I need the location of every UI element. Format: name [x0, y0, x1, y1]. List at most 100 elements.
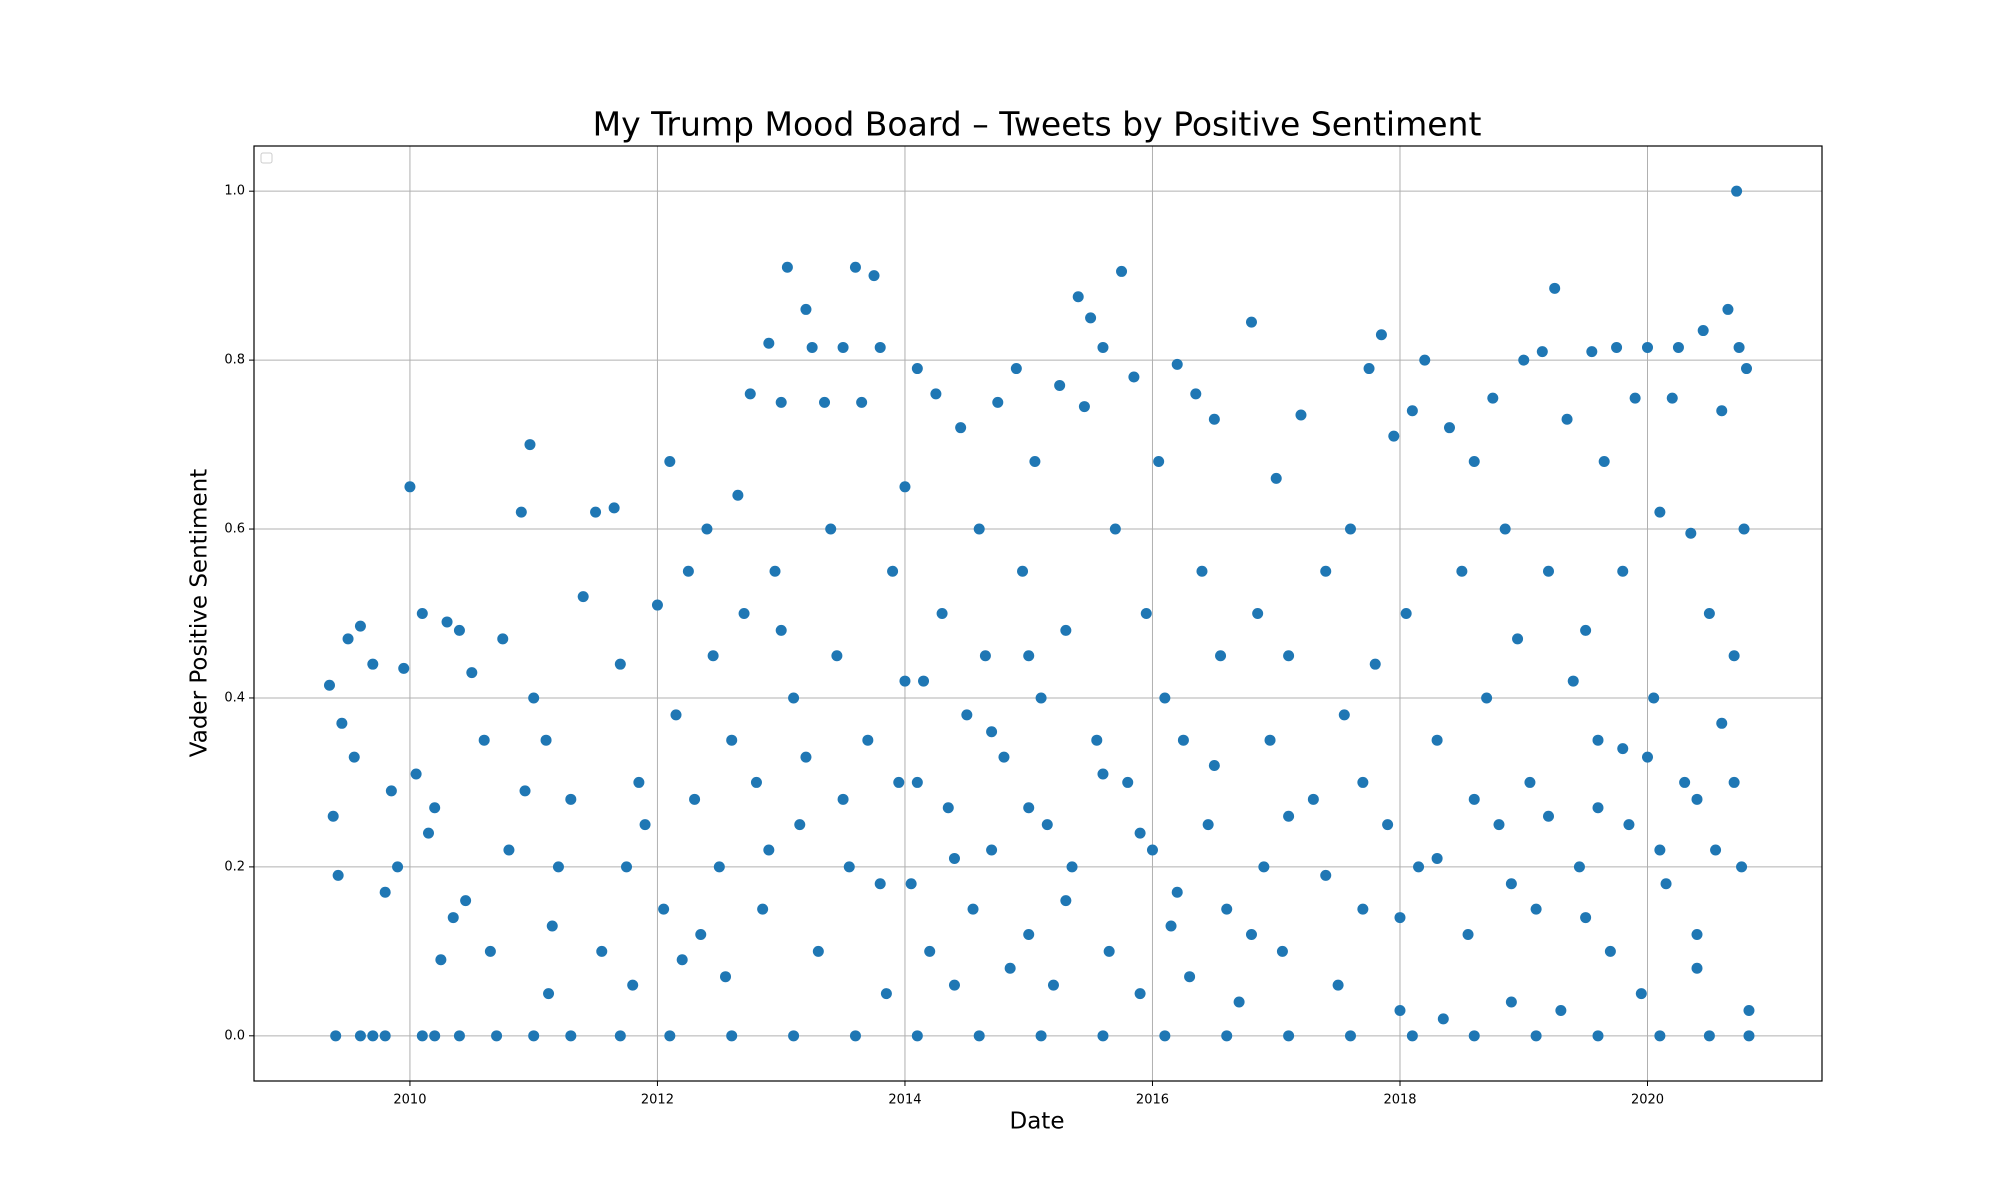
scatter-point [1283, 810, 1295, 822]
scatter-point [1072, 291, 1084, 303]
scatter-point [1733, 341, 1745, 353]
scatter-point [1177, 734, 1189, 746]
scatter-point [323, 679, 335, 691]
scatter-point [1666, 392, 1678, 404]
scatter-point [379, 1030, 391, 1042]
scatter-point [1344, 1030, 1356, 1042]
scatter-point [924, 945, 936, 957]
scatter-point [1140, 608, 1152, 619]
scatter-point [930, 388, 942, 400]
scatter-point [1685, 527, 1697, 539]
chart-title: My Trump Mood Board – Tweets by Positive… [593, 105, 1482, 144]
scatter-point [1487, 392, 1499, 404]
scatter-point [1221, 903, 1233, 915]
scatter-points [323, 185, 1755, 1042]
scatter-point [1035, 1030, 1047, 1042]
scatter-point [1400, 608, 1412, 619]
scatter-point [973, 523, 985, 535]
scatter-point [1555, 1004, 1567, 1016]
scatter-point [1419, 354, 1431, 366]
scatter-point [1722, 303, 1734, 315]
scatter-point [961, 709, 973, 721]
scatter-point [856, 396, 868, 408]
scatter-point [1196, 565, 1208, 577]
scatter-point [447, 912, 459, 924]
scatter-point [1697, 325, 1709, 337]
scatter-point [1252, 608, 1264, 619]
x-tick-label: 2018 [1383, 1093, 1416, 1108]
scatter-point [1047, 979, 1059, 991]
scatter-point [874, 341, 886, 353]
plot-frame [253, 145, 1823, 1082]
scatter-point [1085, 312, 1097, 324]
scatter-point [528, 1030, 540, 1042]
scatter-point [1580, 912, 1592, 924]
scatter-point [332, 869, 344, 881]
scatter-point [416, 608, 428, 619]
scatter-point [1382, 819, 1394, 831]
scatter-point [1004, 962, 1016, 974]
scatter-point [1413, 861, 1425, 873]
y-axis-label: Vader Positive Sentiment [187, 469, 213, 757]
scatter-point [1443, 422, 1455, 434]
scatter-point [689, 793, 701, 805]
scatter-point [676, 954, 688, 966]
scatter-point [986, 844, 998, 856]
scatter-point [713, 861, 725, 873]
scatter-point [565, 793, 577, 805]
scatter-point [781, 261, 793, 273]
axes: 2010 2012 2014 2016 2018 2020 0.0 0.2 0.4 0.6 0.8 1… [224, 184, 1664, 1108]
y-tick-label: 0.2 [224, 859, 245, 874]
scatter-point [441, 616, 453, 628]
scatter-point [948, 852, 960, 864]
scatter-point [478, 734, 490, 746]
scatter-point [1549, 282, 1561, 294]
scatter-point [1270, 472, 1282, 484]
scatter-point [812, 945, 824, 957]
y-tick-label: 0.4 [224, 690, 245, 705]
scatter-point [1738, 523, 1750, 535]
scatter-point [1109, 523, 1121, 535]
scatter-point [590, 506, 602, 518]
scatter-point [577, 591, 589, 603]
scatter-point [775, 396, 787, 408]
scatter-point [1716, 717, 1728, 729]
scatter-point [416, 1030, 428, 1042]
scatter-point [664, 455, 676, 467]
scatter-point [1592, 734, 1604, 746]
scatter-point [453, 1030, 465, 1042]
scatter-point [825, 523, 837, 535]
scatter-point [327, 810, 339, 822]
scatter-point [1703, 608, 1715, 619]
scatter-point [1190, 388, 1202, 400]
scatter-point [1468, 793, 1480, 805]
scatter-point [1468, 455, 1480, 467]
scatter-point [1091, 734, 1103, 746]
scatter-point [1128, 371, 1140, 383]
scatter-point [1258, 861, 1270, 873]
scatter-point [1202, 819, 1214, 831]
scatter-point [546, 920, 558, 932]
x-tick-label: 2014 [888, 1093, 921, 1108]
scatter-point [1159, 1030, 1171, 1042]
scatter-point [422, 827, 434, 839]
scatter-point [1536, 346, 1548, 358]
scatter-point [1679, 776, 1691, 788]
x-tick-label: 2020 [1631, 1093, 1664, 1108]
scatter-point [757, 903, 769, 915]
scatter-point [1394, 1004, 1406, 1016]
scatter-point [911, 776, 923, 788]
scatter-point [1357, 776, 1369, 788]
scatter-point [1060, 895, 1072, 907]
scatter-point [627, 979, 639, 991]
scatter-point [528, 692, 540, 704]
scatter-point [905, 878, 917, 890]
scatter-point [1691, 793, 1703, 805]
scatter-point [1542, 810, 1554, 822]
scatter-point [1146, 844, 1158, 856]
scatter-point [918, 675, 930, 687]
scatter-point [1505, 878, 1517, 890]
scatter-point [1642, 341, 1654, 353]
scatter-point [1481, 692, 1493, 704]
scatter-point [720, 971, 732, 983]
